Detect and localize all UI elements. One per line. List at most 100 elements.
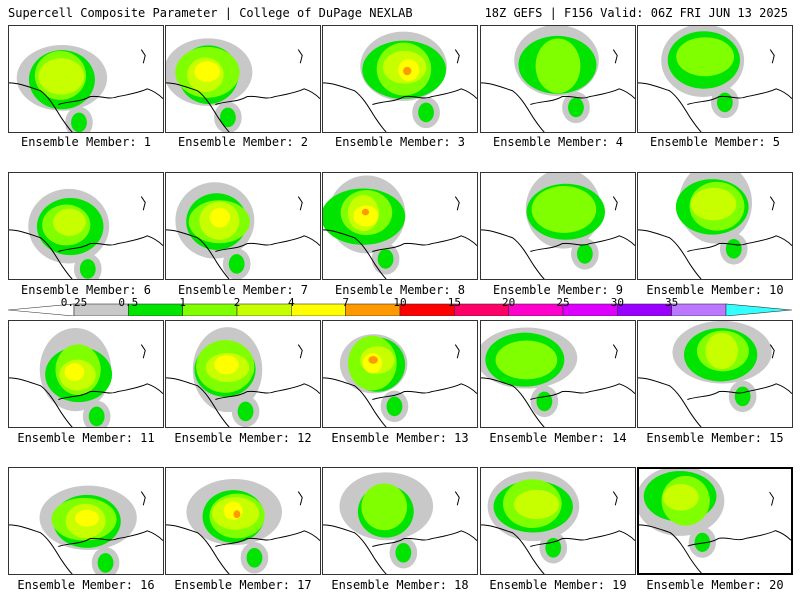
coastline — [481, 524, 545, 574]
ensemble-member-label: Ensemble Member: 17 — [174, 578, 312, 592]
lake-outline — [769, 49, 775, 64]
scp-contour-fill — [705, 332, 739, 370]
scp-field-map — [323, 175, 477, 279]
ensemble-map-panel[interactable] — [8, 320, 164, 428]
coastline — [687, 530, 791, 547]
coastline — [215, 235, 320, 252]
ensemble-member-label: Ensemble Member: 12 — [174, 431, 312, 445]
ensemble-member-label: Ensemble Member: 7 — [177, 283, 309, 297]
scp-field-map — [323, 31, 477, 132]
coastline — [530, 383, 635, 400]
scp-contour-fill — [219, 107, 236, 128]
scp-contour-fill — [734, 386, 751, 407]
lake-outline — [454, 196, 460, 211]
coastline — [323, 229, 387, 279]
scp-contour-fill — [536, 391, 553, 412]
coastline — [372, 383, 477, 400]
coastline — [372, 235, 477, 252]
colorbar-tick-label: 0.25 — [60, 296, 88, 309]
ensemble-map-panel[interactable] — [480, 25, 636, 133]
lake-outline — [612, 49, 618, 64]
scp-contour-fill — [64, 363, 85, 381]
scp-contour-fill — [386, 396, 403, 417]
scp-contour-fill — [209, 207, 231, 228]
colorbar-over-arrow — [725, 303, 793, 317]
colorbar-segment — [453, 303, 509, 317]
coastline — [9, 524, 73, 574]
scp-contour-fill — [71, 112, 87, 132]
ensemble-map-panel[interactable] — [165, 172, 321, 280]
scp-field-map — [481, 471, 635, 574]
ensemble-member-label: Ensemble Member: 16 — [17, 578, 155, 592]
scp-contour-fill — [377, 249, 394, 269]
ensemble-map-panel[interactable] — [637, 467, 793, 575]
lake-outline — [140, 491, 146, 506]
coastline — [323, 377, 387, 427]
scp-contour-fill — [233, 510, 241, 519]
colorbar-tick-label: 2 — [233, 296, 241, 309]
ensemble-member-label: Ensemble Member: 3 — [334, 135, 466, 149]
coastline — [687, 88, 792, 105]
scp-field-map — [9, 45, 163, 132]
scp-contour-fill — [246, 547, 263, 568]
scp-contour-fill — [716, 92, 733, 113]
scp-contour-fill — [53, 208, 86, 236]
scp-field-map — [638, 173, 792, 279]
coastline — [372, 88, 477, 105]
coastline — [323, 82, 387, 132]
colorbar-segment — [345, 303, 401, 317]
ensemble-map-panel[interactable] — [480, 172, 636, 280]
lake-outline — [612, 491, 618, 506]
scp-contour-fill — [395, 542, 412, 563]
coastline — [9, 377, 73, 427]
ensemble-map-panel[interactable] — [322, 467, 478, 575]
colorbar-segment — [236, 303, 292, 317]
colorbar-tick-label: 20 — [502, 296, 516, 309]
ensemble-map-panel[interactable] — [322, 172, 478, 280]
colorbar-tick-label: 30 — [610, 296, 624, 309]
coastline — [58, 530, 163, 547]
ensemble-map-panel[interactable] — [637, 25, 793, 133]
lake-outline — [612, 196, 618, 211]
coastline — [687, 235, 792, 252]
ensemble-member-label: Ensemble Member: 10 — [646, 283, 784, 297]
coastline — [639, 524, 702, 573]
scp-field-map — [481, 173, 635, 279]
ensemble-member-label: Ensemble Member: 9 — [492, 283, 624, 297]
coastline — [481, 377, 545, 427]
scp-contour-fill — [361, 483, 408, 531]
colorbar-segment — [399, 303, 455, 317]
scp-contour-fill — [545, 537, 562, 558]
colorbar-segment — [290, 303, 346, 317]
ensemble-member-label: Ensemble Member: 15 — [646, 431, 784, 445]
coastline — [323, 524, 387, 574]
ensemble-map-panel[interactable] — [8, 172, 164, 280]
coastline — [166, 229, 230, 279]
ensemble-map-panel[interactable] — [165, 320, 321, 428]
scp-contour-fill — [535, 38, 581, 94]
model-run-info: 18Z GEFS | F156 Valid: 06Z FRI JUN 13 20… — [484, 6, 788, 20]
ensemble-map-panel[interactable] — [165, 25, 321, 133]
ensemble-map-panel[interactable] — [637, 172, 793, 280]
scp-contour-fill — [361, 208, 370, 216]
lake-outline — [454, 49, 460, 64]
ensemble-map-panel[interactable] — [637, 320, 793, 428]
scp-contour-fill — [568, 97, 584, 118]
ensemble-map-panel[interactable] — [480, 467, 636, 575]
coastline — [530, 235, 635, 252]
ensemble-member-label: Ensemble Member: 20 — [646, 578, 784, 592]
color-scale-bar — [7, 303, 793, 317]
ensemble-map-panel[interactable] — [322, 25, 478, 133]
scp-contour-fill — [97, 553, 114, 573]
ensemble-map-panel[interactable] — [165, 467, 321, 575]
ensemble-map-panel[interactable] — [480, 320, 636, 428]
colorbar-tick-label: 4 — [288, 296, 295, 309]
ensemble-map-panel[interactable] — [8, 467, 164, 575]
ensemble-map-panel[interactable] — [322, 320, 478, 428]
scp-contour-fill — [228, 254, 245, 274]
ensemble-member-label: Ensemble Member: 11 — [17, 431, 155, 445]
scp-field-map — [166, 478, 320, 574]
ensemble-map-panel[interactable] — [8, 25, 164, 133]
coastline — [9, 229, 73, 279]
coastline — [215, 88, 320, 105]
